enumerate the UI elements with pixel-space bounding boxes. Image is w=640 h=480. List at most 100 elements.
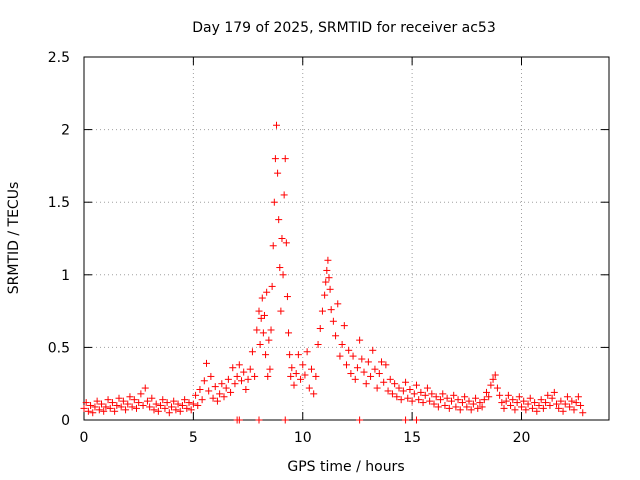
- data-point: [465, 397, 473, 405]
- data-point: [343, 361, 350, 369]
- data-point: [213, 397, 221, 405]
- data-point: [487, 381, 495, 389]
- data-point: [256, 340, 264, 348]
- data-point: [382, 361, 390, 369]
- data-point: [415, 396, 423, 404]
- data-point: [386, 375, 394, 383]
- data-point: [274, 169, 282, 177]
- data-point: [513, 399, 521, 407]
- data-point: [548, 394, 556, 402]
- data-point: [229, 364, 237, 372]
- data-point: [172, 406, 180, 414]
- data-point: [472, 394, 480, 402]
- data-point: [498, 399, 506, 407]
- data-point: [231, 380, 239, 388]
- data-point: [572, 399, 580, 407]
- y-tick-label: 0.5: [48, 340, 70, 356]
- grid-lines: [84, 57, 609, 420]
- data-point: [542, 399, 550, 407]
- data-point: [478, 403, 486, 411]
- data-points: [80, 121, 587, 424]
- data-point: [297, 375, 305, 383]
- y-axis-label: SRMTID / TECUs: [6, 182, 22, 295]
- data-point: [430, 400, 438, 408]
- data-point: [183, 404, 191, 412]
- data-point: [500, 404, 508, 412]
- data-point: [89, 409, 97, 417]
- data-point: [310, 390, 318, 398]
- data-point: [428, 390, 436, 398]
- data-point: [566, 403, 574, 411]
- data-point: [137, 390, 145, 398]
- data-point: [168, 403, 175, 411]
- data-point: [170, 397, 178, 405]
- data-point: [574, 393, 582, 401]
- data-point: [150, 406, 158, 414]
- data-point: [104, 396, 112, 404]
- data-point: [185, 399, 193, 407]
- data-point: [334, 300, 342, 308]
- data-point: [489, 375, 497, 383]
- data-point: [253, 326, 261, 334]
- y-tick-label: 1: [61, 268, 70, 284]
- data-point: [152, 400, 160, 408]
- data-point: [432, 393, 440, 401]
- data-point: [106, 404, 114, 412]
- data-point: [406, 386, 414, 394]
- y-tick-label: 1.5: [48, 195, 70, 211]
- data-point: [522, 406, 530, 414]
- data-point: [321, 291, 329, 299]
- data-point: [294, 351, 302, 359]
- data-point: [327, 306, 335, 314]
- data-point: [535, 401, 543, 409]
- data-point: [345, 346, 353, 354]
- data-point: [452, 403, 460, 411]
- data-point: [281, 155, 289, 163]
- data-point: [263, 288, 271, 296]
- data-point: [194, 401, 202, 409]
- x-tick-label: 5: [189, 430, 198, 446]
- data-point: [198, 396, 206, 404]
- data-point: [413, 381, 420, 389]
- data-point: [544, 391, 552, 399]
- data-point: [287, 372, 295, 380]
- data-point: [100, 407, 108, 415]
- data-point: [246, 365, 254, 373]
- data-point: [553, 400, 560, 408]
- data-point: [178, 401, 186, 409]
- data-point: [340, 322, 348, 330]
- data-point: [528, 404, 536, 412]
- data-point: [336, 352, 344, 360]
- data-point: [367, 372, 375, 380]
- data-point: [511, 406, 519, 414]
- data-point: [524, 400, 532, 408]
- data-point: [113, 401, 121, 409]
- data-point: [174, 400, 182, 408]
- data-point: [286, 351, 294, 359]
- data-point: [235, 416, 243, 424]
- axis-ticks: [83, 56, 609, 421]
- data-point: [80, 404, 88, 412]
- data-point: [393, 393, 401, 401]
- data-point: [238, 377, 245, 385]
- data-point: [485, 393, 493, 401]
- data-point: [557, 397, 565, 405]
- data-point: [163, 399, 171, 407]
- data-point: [312, 372, 320, 380]
- data-point: [189, 400, 197, 408]
- data-point: [419, 399, 427, 407]
- data-point: [299, 361, 307, 369]
- data-point: [93, 397, 101, 405]
- data-point: [437, 396, 445, 404]
- data-point: [207, 372, 215, 380]
- data-point: [165, 409, 173, 417]
- data-point: [384, 387, 392, 395]
- data-point: [192, 391, 200, 399]
- data-point: [555, 404, 563, 412]
- data-point: [325, 274, 333, 282]
- data-point: [323, 266, 331, 274]
- data-point: [211, 383, 219, 391]
- data-point: [235, 361, 243, 369]
- data-point: [504, 391, 512, 399]
- data-point: [280, 191, 288, 199]
